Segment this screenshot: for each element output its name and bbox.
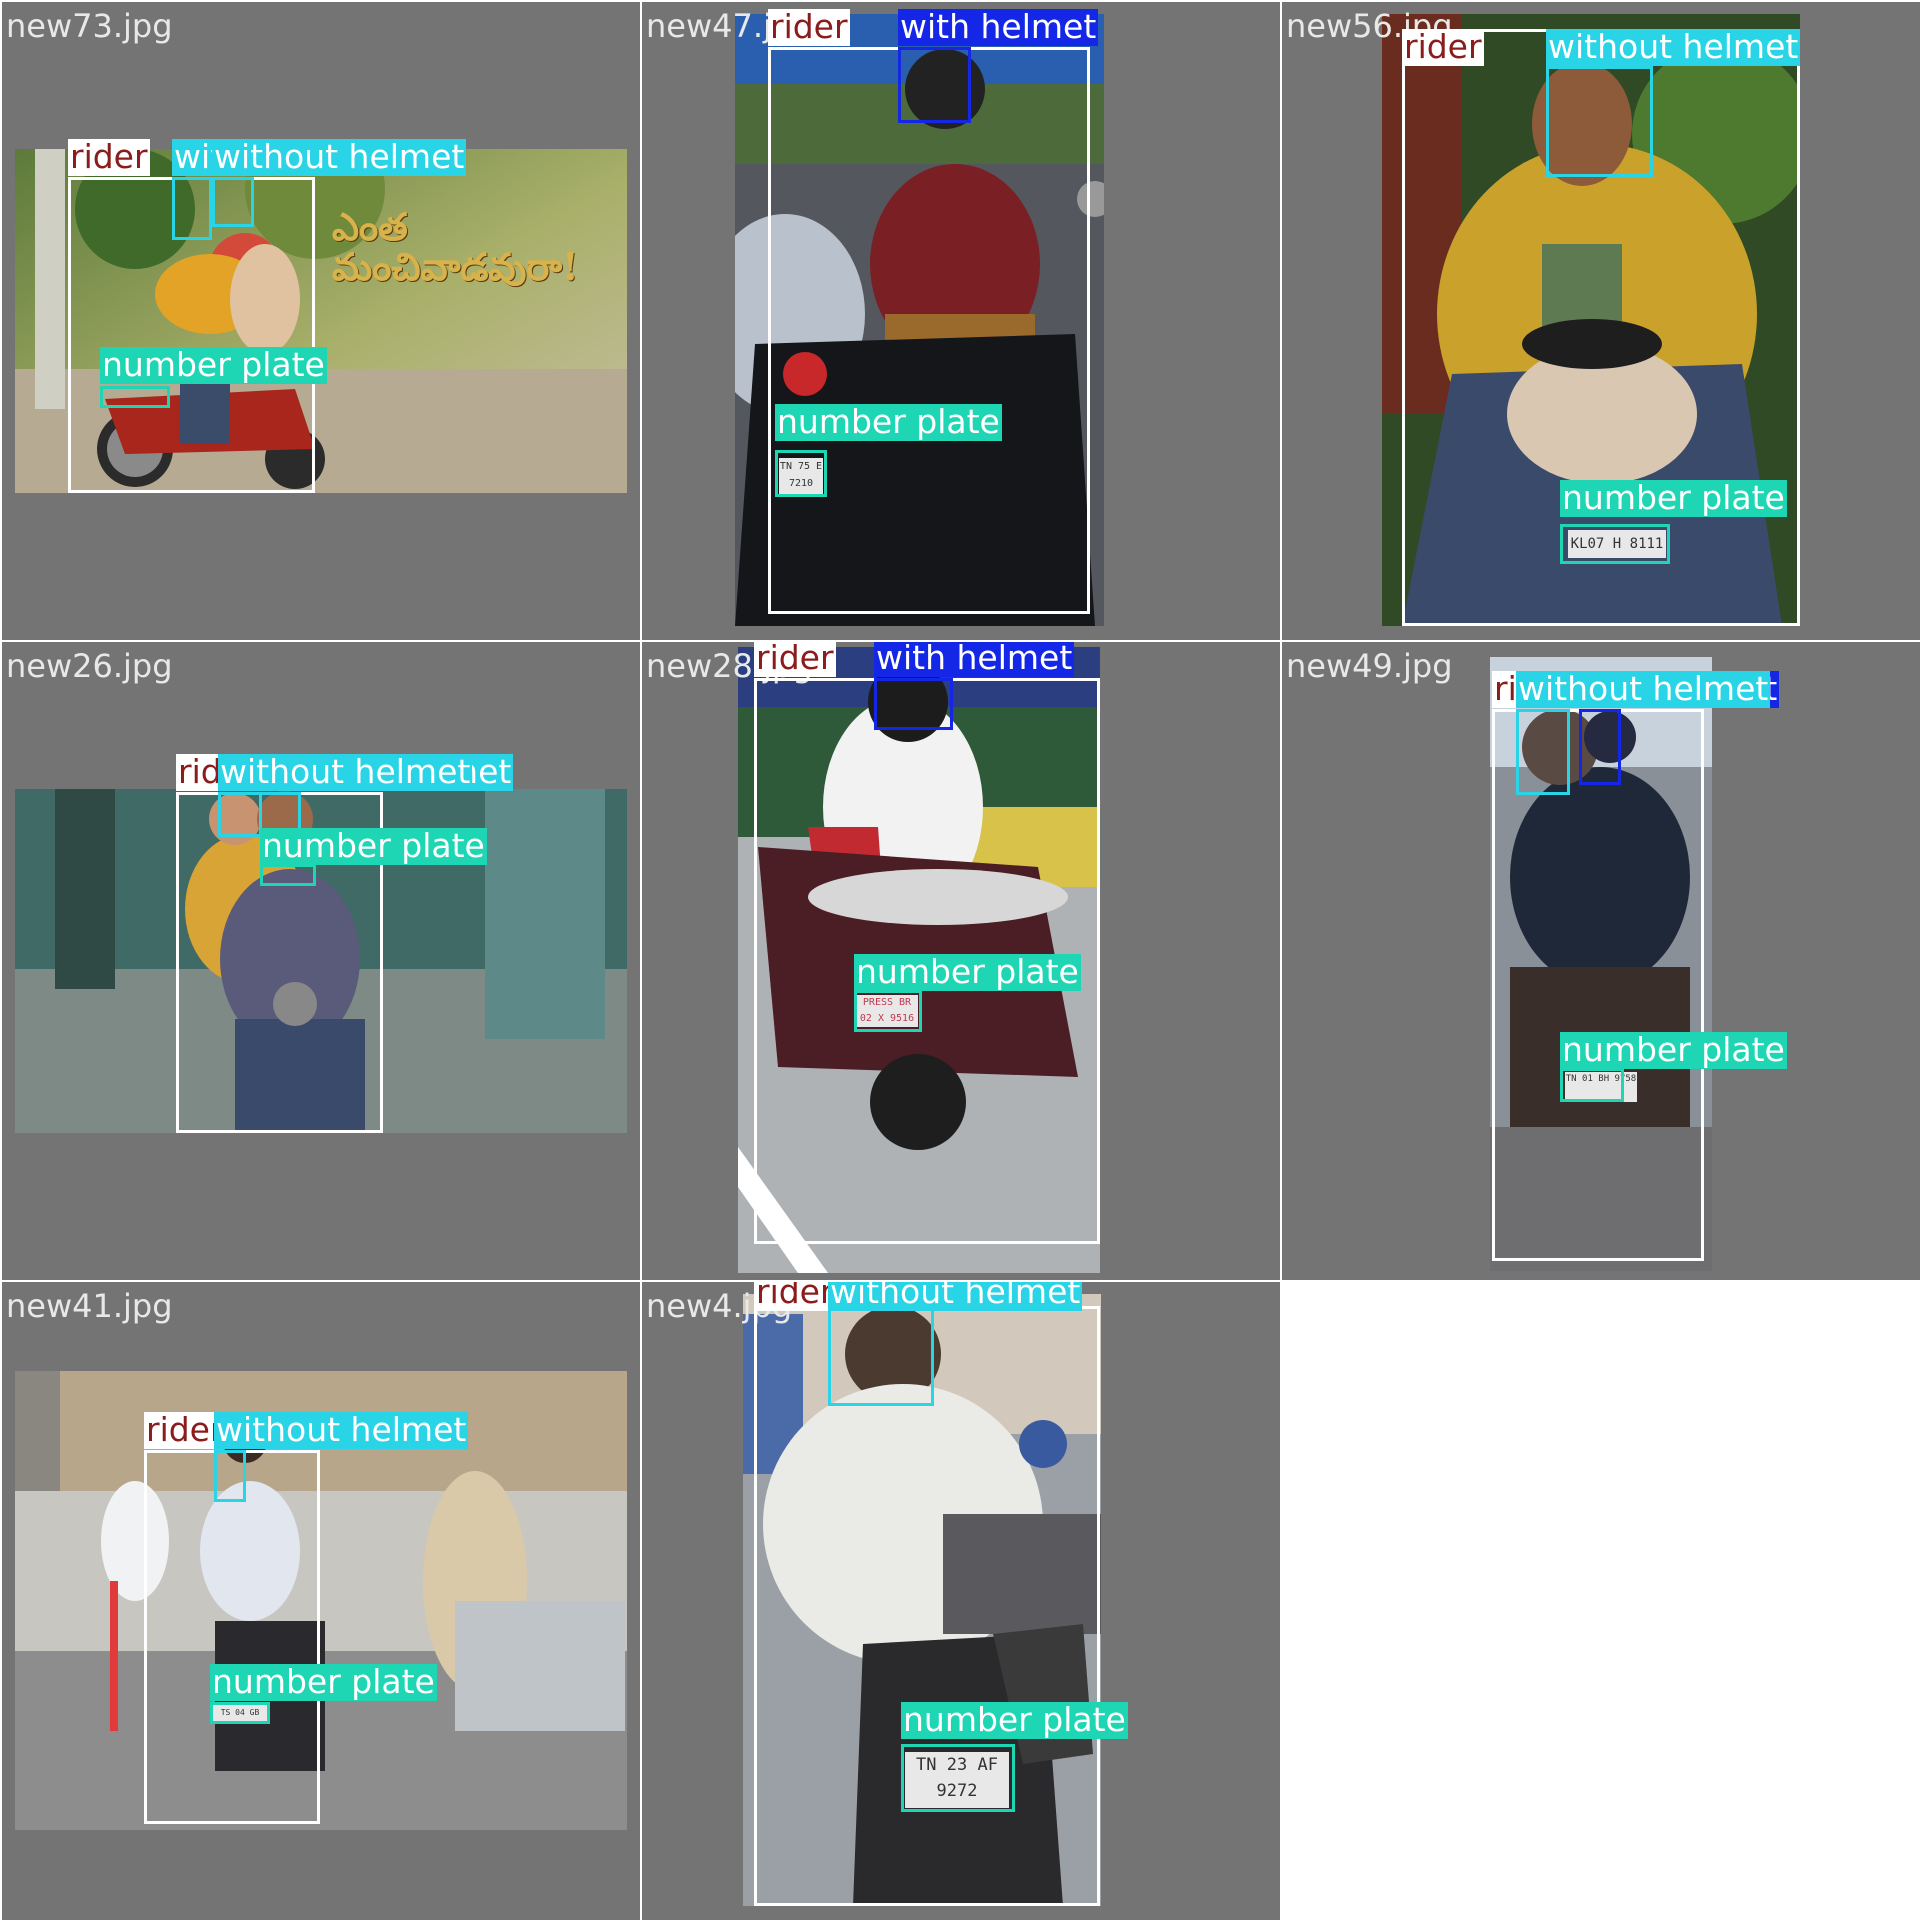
mosaic-cell-new73: ఎంత మంచివాడవురా! rider without helmet wi…	[2, 2, 640, 640]
scene-illustration	[735, 14, 1104, 626]
number-plate-label: number plate	[210, 1662, 437, 1701]
rider-label: rider	[1402, 27, 1484, 66]
number-plate-box	[1560, 1068, 1624, 1102]
image-filename: new73.jpg	[6, 7, 173, 45]
number-plate-box	[854, 990, 922, 1032]
number-plate-box	[1560, 524, 1670, 564]
with-helmet-box	[1579, 709, 1621, 785]
without-helmet-box	[1516, 709, 1570, 795]
license-plate: PRESS BR 02 X 9516	[856, 995, 918, 1027]
photo	[735, 14, 1104, 626]
rider-label: rider	[768, 7, 850, 46]
rider-label: rider	[144, 1410, 226, 1449]
rider-box	[144, 1450, 320, 1824]
rider-label: rider	[68, 137, 150, 176]
mosaic-cell-new56: KL07 H 8111 rider without helmet number …	[1282, 2, 1920, 640]
without-helmet-box	[214, 1450, 246, 1502]
with-helmet-box	[874, 678, 953, 730]
with-helmet-box	[898, 47, 971, 123]
without-helmet-label: without helmet	[218, 752, 473, 791]
number-plate-box	[775, 450, 827, 497]
image-filename: new49.jpg	[1286, 647, 1453, 685]
mosaic-cell-new47: TN 75 E 7210 rider with helmet number pl…	[642, 2, 1280, 640]
scene-illustration	[738, 647, 1100, 1273]
license-plate: TN 75 E 7210	[779, 458, 823, 494]
without-helmet-label: without helmet	[214, 1410, 469, 1449]
license-plate: TN 01 BH 9758	[1565, 1072, 1637, 1102]
without-helmet-box	[212, 177, 254, 227]
number-plate-box	[901, 1744, 1015, 1812]
license-plate: TS 04 GB 3398	[212, 1705, 268, 1721]
number-plate-label: number plate	[854, 952, 1081, 991]
photo	[738, 647, 1100, 1273]
mosaic-cell-new4: TN 23 AF 9272 rider without helmet numbe…	[642, 1282, 1280, 1920]
mosaic-cell-new41: TS 04 GB 3398 rider without helmet numbe…	[2, 1282, 640, 1920]
empty-mosaic-slot	[1282, 1282, 1920, 1920]
movie-title-text: ఎంత మంచివాడవురా!	[332, 204, 579, 289]
number-plate-label: number plate	[901, 1700, 1128, 1739]
number-plate-box	[100, 386, 170, 408]
with-helmet-label: with helmet	[874, 642, 1075, 677]
number-plate-label: number plate	[1560, 1030, 1787, 1069]
without-helmet-box	[1546, 66, 1653, 177]
number-plate-label: number plate	[775, 402, 1002, 441]
without-helmet-label: without helmet	[1546, 27, 1801, 66]
rider-label: rider	[754, 642, 836, 677]
image-filename: new41.jpg	[6, 1287, 173, 1325]
scene-illustration	[1382, 14, 1800, 626]
without-helmet-label: without helmet	[212, 137, 467, 176]
without-helmet-box	[218, 792, 262, 837]
without-helmet-box	[828, 1306, 934, 1406]
number-plate-box	[260, 864, 316, 886]
photo	[1382, 14, 1800, 626]
rider-label: rider	[754, 1282, 836, 1311]
number-plate-box	[210, 1702, 270, 1724]
number-plate-label: number plate	[1560, 478, 1787, 517]
without-helmet-label: without helmet	[828, 1282, 1083, 1311]
mosaic-cell-new49: TN 01 BH 9758 rider with helmet without …	[1282, 642, 1920, 1280]
rider-box	[768, 47, 1090, 614]
without-helmet-label: without helmet	[1516, 669, 1771, 708]
number-plate-label: number plate	[260, 826, 487, 865]
number-plate-label: number plate	[100, 345, 327, 384]
license-plate: TN 23 AF 9272	[905, 1752, 1009, 1808]
license-plate: KL07 H 8111	[1568, 530, 1666, 558]
mosaic-cell-new26: TN 20 C 6548 rider without helmet withou…	[2, 642, 640, 1280]
image-filename: new26.jpg	[6, 647, 173, 685]
with-helmet-label: with helmet	[898, 7, 1099, 46]
without-helmet-box	[172, 177, 212, 240]
mosaic-cell-new28: PRESS BR 02 X 9516 rider with helmet num…	[642, 642, 1280, 1280]
